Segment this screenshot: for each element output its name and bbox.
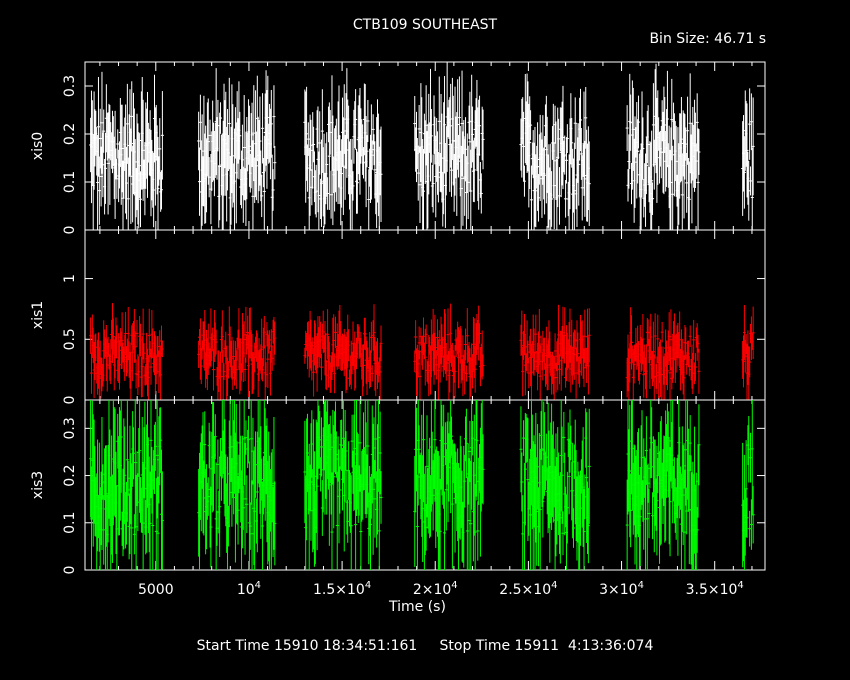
bin-size-label: Bin Size: 46.71 s: [649, 31, 766, 47]
panel-frame-xis3: [84, 399, 766, 571]
y-tick-label-xis1: 0.5: [62, 328, 78, 350]
y-tick-label-xis0: 0.1: [62, 171, 78, 193]
x-tick-label: 2×104: [413, 580, 458, 598]
x-tick-label: 104: [237, 580, 261, 598]
time-range-footer: Start Time 15910 18:34:51:161 Stop Time …: [196, 638, 654, 654]
x-tick-label: 5000: [138, 582, 174, 598]
x-tick-label: 2.5×104: [499, 580, 557, 598]
y-tick-label-xis0: 0: [62, 226, 78, 235]
x-tick-label: 3.5×104: [686, 580, 744, 598]
y-tick-label-xis0: 0.3: [62, 75, 78, 97]
y-tick-label-xis1: 0: [62, 396, 78, 405]
y-tick-label-xis3: 0.2: [62, 464, 78, 486]
y-axis-label-xis1: xis1: [30, 301, 46, 329]
y-tick-label-xis3: 0.3: [62, 417, 78, 439]
y-axis-label-xis0: xis0: [30, 132, 46, 160]
y-tick-label-xis1: 1: [62, 274, 78, 283]
x-tick-label: 3×104: [599, 580, 644, 598]
y-axis-label-xis3: xis3: [30, 471, 46, 499]
x-axis-label: Time (s): [389, 599, 446, 615]
y-tick-label-xis3: 0: [62, 566, 78, 575]
chart-title: CTB109 SOUTHEAST: [352, 17, 498, 33]
x-tick-label: 1.5×104: [313, 580, 371, 598]
y-tick-label-xis0: 0.2: [62, 123, 78, 145]
y-tick-label-xis3: 0.1: [62, 512, 78, 534]
